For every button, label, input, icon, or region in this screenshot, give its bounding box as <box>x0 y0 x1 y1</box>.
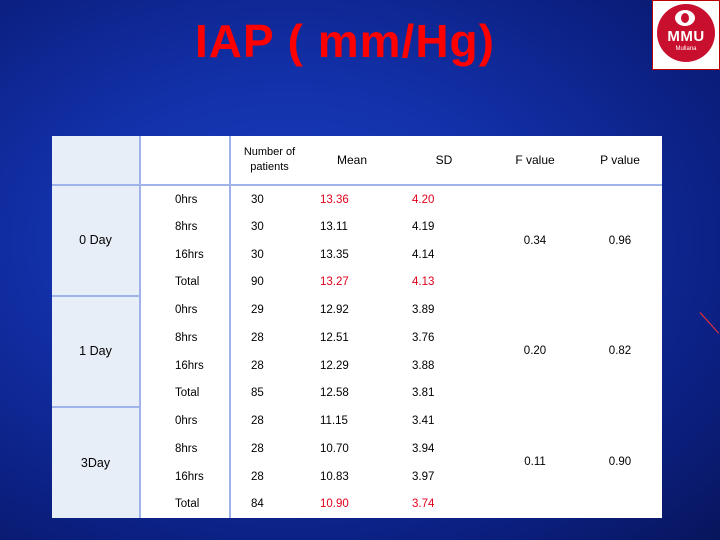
day-label: 3Day <box>52 406 141 518</box>
table-row: 8hrs 28 12.51 3.76 <box>52 324 662 352</box>
sd-value: 4.20 <box>412 193 435 206</box>
period-label: 8hrs <box>140 324 231 352</box>
patients-count: 28 <box>251 332 264 345</box>
patients-count: 84 <box>251 498 264 511</box>
sd-value: 4.19 <box>412 221 435 234</box>
sd-value: 3.76 <box>412 332 435 345</box>
patients-count: 28 <box>251 415 264 428</box>
table-row: 3Day 0hrs 28 11.15 3.41 0.11 0.90 <box>52 406 662 518</box>
patients-count: 29 <box>251 304 264 317</box>
table-body: 0 Day 0hrs 30 13.36 4.20 0.34 0.96 8hrs 30 13.11 4… <box>52 185 662 518</box>
table-row: Total 85 12.58 3.81 <box>52 379 662 407</box>
sd-value: 3.74 <box>412 498 435 511</box>
patients-count: 30 <box>251 221 264 234</box>
p-value: 0.90 <box>608 456 632 469</box>
sd-value: 3.88 <box>412 359 435 372</box>
mean-value: 10.70 <box>320 443 349 456</box>
patients-count: 28 <box>251 359 264 372</box>
patients-count: 28 <box>251 470 264 483</box>
logo-emblem-icon <box>675 10 695 26</box>
period-label: Total <box>140 490 231 518</box>
patients-count: 85 <box>251 387 264 400</box>
mean-value: 13.27 <box>320 276 349 289</box>
period-label: 8hrs <box>140 435 231 463</box>
patients-count: 30 <box>251 248 264 261</box>
slide-title: IAP ( mm/Hg) <box>195 15 495 67</box>
period-label: Total <box>140 379 231 407</box>
period-label: 16hrs <box>140 462 231 491</box>
university-logo: MMU Mullana <box>652 0 720 70</box>
logo-seal: MMU Mullana <box>657 4 715 62</box>
patients-count: 28 <box>251 443 264 456</box>
f-value: 0.11 <box>524 456 546 469</box>
table-row: 8hrs 30 13.11 4.19 <box>52 213 662 241</box>
header-blank-period <box>140 136 231 186</box>
period-label: 8hrs <box>140 213 231 241</box>
p-value: 0.82 <box>608 345 632 358</box>
p-value: 0.96 <box>608 234 632 247</box>
mean-value: 12.29 <box>320 359 349 372</box>
patients-count: 30 <box>251 193 264 206</box>
sd-value: 3.41 <box>412 415 435 428</box>
period-label: 16hrs <box>140 240 231 269</box>
patients-count: 90 <box>251 276 264 289</box>
day-label: 1 Day <box>52 295 141 408</box>
table-row: 16hrs 28 10.83 3.97 <box>52 462 662 491</box>
day-label: 0 Day <box>52 185 141 297</box>
logo-place: Mullana <box>675 46 697 52</box>
decorative-line <box>699 312 720 334</box>
period-label: 0hrs <box>140 185 231 214</box>
mean-value: 10.83 <box>320 470 349 483</box>
sd-value: 3.89 <box>412 304 435 317</box>
mean-value: 12.51 <box>320 332 349 345</box>
sd-value: 4.13 <box>412 276 435 289</box>
sd-value: 4.14 <box>412 248 435 261</box>
table-row: 8hrs 28 10.70 3.94 <box>52 435 662 463</box>
mean-value: 10.90 <box>320 498 349 511</box>
mean-value: 13.36 <box>320 193 349 206</box>
results-table: Number of patients Mean SD F value P val… <box>52 136 662 518</box>
sd-value: 3.94 <box>412 443 435 456</box>
header-p-value: P value <box>578 136 662 186</box>
table-row: Total 84 10.90 3.74 <box>52 490 662 518</box>
results-table-container: Number of patients Mean SD F value P val… <box>52 136 662 518</box>
table-row: Total 90 13.27 4.13 <box>52 268 662 296</box>
header-blank-day <box>52 136 141 186</box>
table-row: 0 Day 0hrs 30 13.36 4.20 0.34 0.96 <box>52 185 662 297</box>
mean-value: 12.92 <box>320 304 349 317</box>
period-label: 0hrs <box>140 295 231 325</box>
mean-value: 12.58 <box>320 387 349 400</box>
sd-value: 3.97 <box>412 470 435 483</box>
header-sd: SD <box>396 136 492 186</box>
mean-value: 13.11 <box>320 221 348 234</box>
header-number-of-patients: Number of patients <box>230 136 308 186</box>
f-value: 0.20 <box>523 345 547 358</box>
sd-value: 3.81 <box>412 387 435 400</box>
table-row: 1 Day 0hrs 29 12.92 3.89 0.20 0.82 <box>52 295 662 408</box>
mean-value: 13.35 <box>320 248 349 261</box>
table-row: 16hrs 30 13.35 4.14 <box>52 240 662 269</box>
period-label: 0hrs <box>140 406 231 436</box>
header-mean: Mean <box>308 136 396 186</box>
f-value: 0.34 <box>523 234 547 247</box>
period-label: 16hrs <box>140 351 231 380</box>
table-row: 16hrs 28 12.29 3.88 <box>52 351 662 380</box>
mean-value: 11.15 <box>320 415 348 428</box>
period-label: Total <box>140 268 231 296</box>
logo-name: MMU <box>667 28 705 45</box>
table-header-row: Number of patients Mean SD F value P val… <box>52 136 662 186</box>
header-f-value: F value <box>492 136 578 186</box>
